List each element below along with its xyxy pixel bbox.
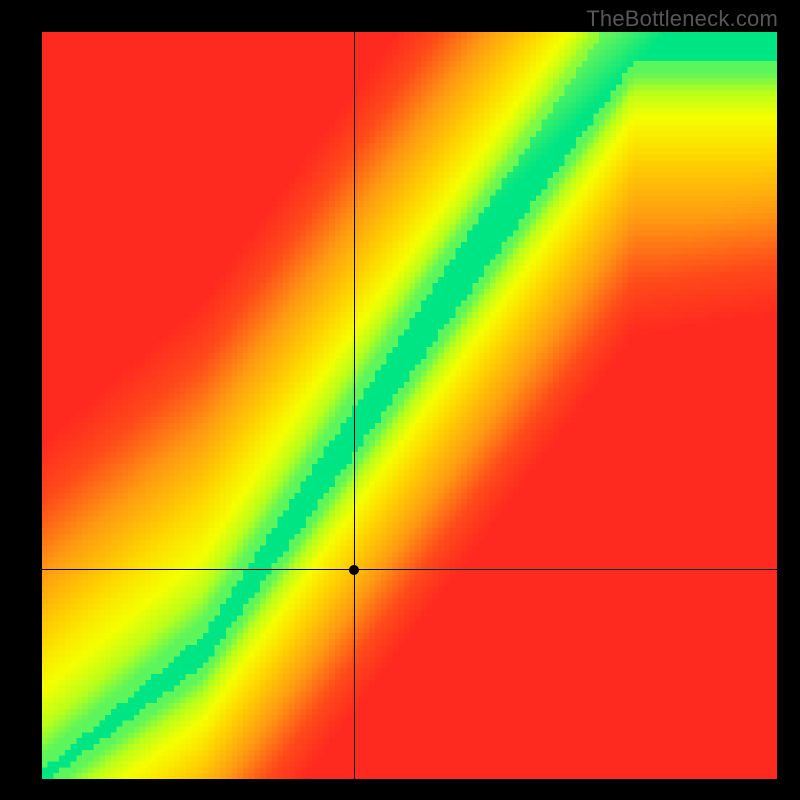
crosshair-horizontal (42, 569, 777, 570)
chart-container: TheBottleneck.com (0, 0, 800, 800)
crosshair-vertical (354, 32, 355, 779)
bottleneck-heatmap (42, 32, 777, 779)
watermark-text: TheBottleneck.com (586, 6, 778, 32)
